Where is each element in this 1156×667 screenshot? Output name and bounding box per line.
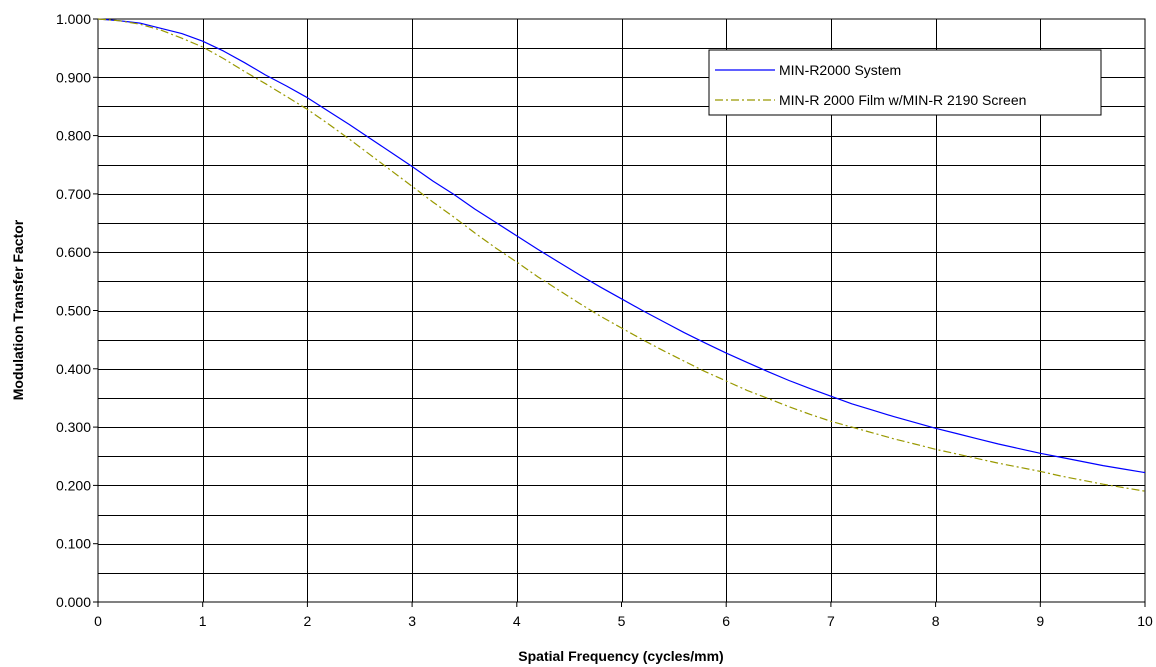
x-tick-label: 2 — [304, 613, 312, 629]
y-tick-label: 0.700 — [56, 186, 91, 202]
y-axis-tick-labels: 0.000 0.100 0.200 0.300 0.400 0.500 0.600 0.700… — [56, 11, 98, 610]
x-tick-label: 7 — [827, 613, 835, 629]
y-tick-label: 0.500 — [56, 303, 91, 319]
y-tick-label: 0.400 — [56, 361, 91, 377]
series-lines — [97, 18, 1146, 492]
y-tick-label: 0.000 — [56, 594, 91, 610]
x-tick-label: 3 — [408, 613, 416, 629]
x-tick-label: 9 — [1036, 613, 1044, 629]
y-axis-title: Modulation Transfer Factor — [10, 219, 26, 400]
x-axis-title: Spatial Frequency (cycles/mm) — [518, 648, 723, 664]
legend-box — [708, 49, 1102, 116]
series-line-2 — [97, 18, 1146, 492]
x-tick-label: 8 — [932, 613, 940, 629]
x-tick-label: 6 — [722, 613, 730, 629]
x-axis-tick-labels: 0 1 2 3 4 5 6 7 8 9 10 — [94, 602, 1153, 629]
legend: MIN-R2000 System MIN-R 2000 Film w/MIN-R… — [708, 49, 1102, 116]
y-tick-label: 0.800 — [56, 128, 91, 144]
x-tick-label: 4 — [513, 613, 521, 629]
x-tick-label: 0 — [94, 613, 102, 629]
y-tick-label: 0.900 — [56, 69, 91, 85]
series-line-1 — [97, 18, 1146, 474]
gridlines — [98, 19, 1145, 602]
legend-label-series-2: MIN-R 2000 Film w/MIN-R 2190 Screen — [779, 92, 1026, 108]
x-tick-label: 5 — [618, 613, 626, 629]
y-tick-label: 0.600 — [56, 244, 91, 260]
x-tick-label: 1 — [199, 613, 207, 629]
x-tick-label: 10 — [1137, 613, 1153, 629]
legend-label-series-1: MIN-R2000 System — [779, 62, 901, 78]
y-tick-label: 0.100 — [56, 536, 91, 552]
y-tick-label: 0.300 — [56, 419, 91, 435]
y-tick-label: 1.000 — [56, 11, 91, 27]
y-tick-label: 0.200 — [56, 477, 91, 493]
